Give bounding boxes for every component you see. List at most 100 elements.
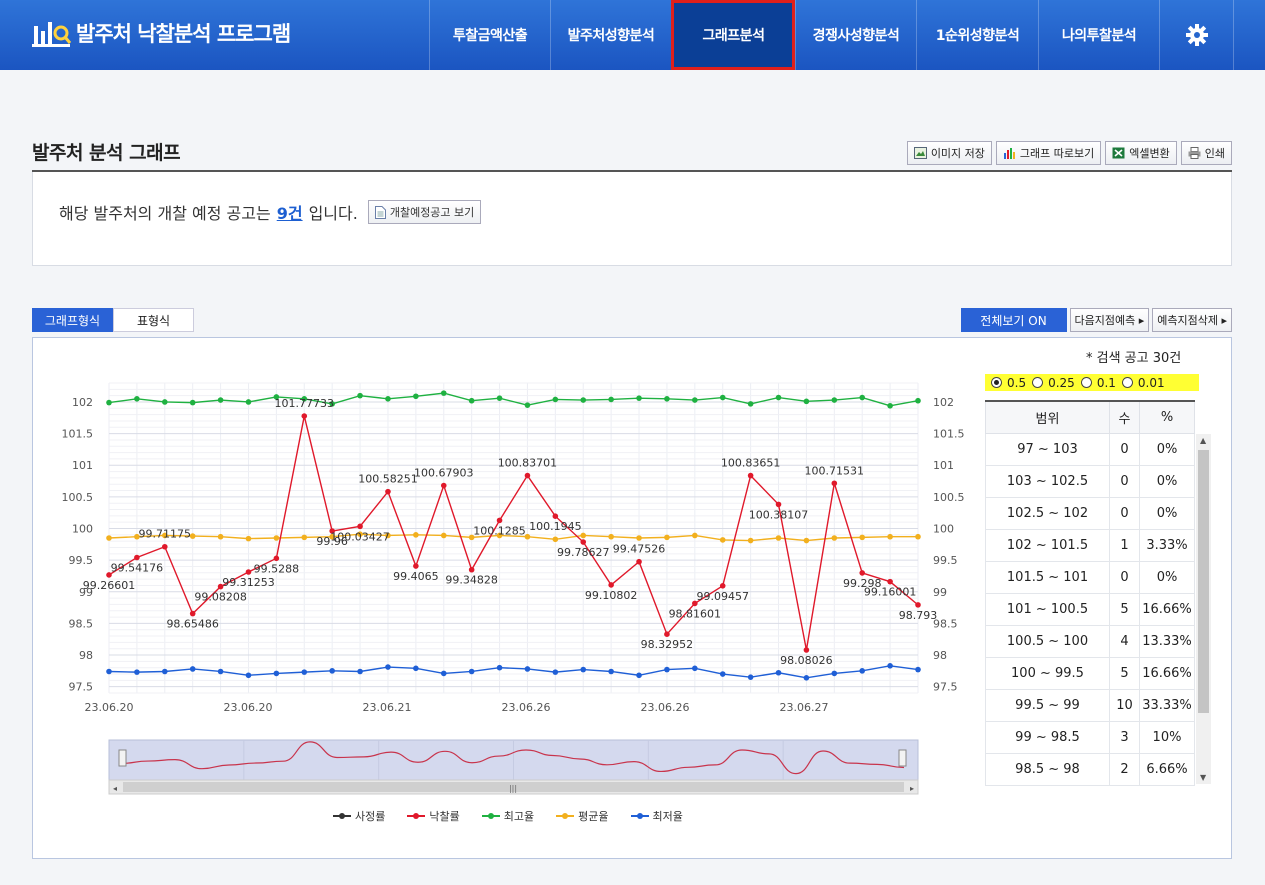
cell-count: 1	[1109, 528, 1140, 562]
nav-graph-analysis[interactable]: 그래프분석	[671, 0, 795, 70]
data-point	[747, 537, 754, 544]
data-label: 100.38107	[749, 508, 809, 521]
data-point	[719, 582, 726, 589]
delete-predict-button[interactable]: 예측지점삭제 ▸	[1152, 308, 1232, 332]
data-point	[189, 610, 196, 617]
y-tick-label-right: 101.5	[933, 428, 965, 441]
scroll-up-icon[interactable]: ▲	[1200, 436, 1207, 445]
legend-item-winning-rate[interactable]: 낙찰률	[407, 808, 460, 824]
cell-percent: 33.33%	[1139, 688, 1195, 722]
data-point	[161, 543, 168, 550]
data-point	[803, 647, 810, 653]
data-point	[775, 501, 782, 508]
legend-item-max-rate[interactable]: 최고율	[481, 808, 534, 824]
legend-marker	[630, 812, 649, 820]
y-tick-label-right: 97.5	[933, 681, 958, 694]
graph-popup-button[interactable]: 그래프 따로보기	[995, 141, 1102, 165]
series-line	[108, 392, 919, 407]
data-point	[106, 535, 112, 541]
y-tick-label-right: 99.5	[933, 554, 958, 567]
radio-icon	[1080, 377, 1092, 388]
cell-percent: 10%	[1139, 720, 1195, 754]
data-point	[134, 533, 140, 540]
notice-text: 해당 발주처의 개찰 예정 공고는 9건 입니다. 개찰예정공고 보기	[59, 200, 482, 224]
data-label: 99.4065	[393, 570, 439, 583]
notice-box: 해당 발주처의 개찰 예정 공고는 9건 입니다. 개찰예정공고 보기	[32, 172, 1232, 266]
chart-search-icon	[32, 16, 72, 50]
y-tick-label-left: 99	[79, 586, 93, 599]
data-point	[273, 535, 280, 541]
legend-item-assessment[interactable]: 사정률	[333, 808, 385, 824]
data-point	[775, 669, 782, 676]
next-predict-button[interactable]: 다음지점예측 ▸	[1069, 308, 1150, 332]
line-chart: 97.5 97.5 98 98 98.5 98.5 99 99 99.5 99.5 100 100 10…	[62, 382, 965, 795]
cell-count: 3	[1109, 720, 1140, 754]
data-point	[608, 582, 614, 588]
data-point	[301, 669, 308, 675]
data-point	[468, 397, 475, 404]
nav-first-rank-tendency[interactable]: 1순위성향분석	[916, 0, 1038, 70]
data-label: 99.34828	[445, 574, 498, 587]
data-label: 100.1285	[473, 524, 526, 537]
table-row: 99.5 ~ 99 10 33.33%	[985, 688, 1195, 722]
nav-bid-amount[interactable]: 투찰금액산출	[429, 0, 550, 70]
legend-item-avg-rate[interactable]: 평균율	[556, 808, 609, 824]
app-logo[interactable]: 발주처 낙찰분석 프로그램	[32, 16, 291, 50]
data-point	[887, 533, 893, 540]
step-radio-0.5[interactable]: 0.5	[991, 376, 1026, 390]
cell-range: 100 ~ 99.5	[985, 656, 1110, 690]
data-point	[552, 536, 559, 543]
data-point	[859, 570, 866, 576]
step-radio-0.25[interactable]: 0.25	[1032, 376, 1075, 390]
data-point	[357, 531, 363, 538]
table-scrollbar[interactable]: ▲ ▼	[1196, 434, 1211, 784]
tab-graph[interactable]: 그래프형식	[32, 308, 113, 332]
step-radio-0.1[interactable]: 0.1	[1080, 376, 1116, 390]
scroll-thumb[interactable]	[1198, 450, 1209, 713]
bar-chart-icon	[1003, 147, 1016, 159]
scroll-down-icon[interactable]: ▼	[1200, 773, 1207, 782]
data-label: 98.65486	[166, 618, 219, 631]
data-point	[134, 396, 140, 402]
data-point	[692, 397, 698, 403]
view-upcoming-notices-button[interactable]: 개찰예정공고 보기	[367, 200, 482, 224]
cell-range: 101.5 ~ 101	[985, 560, 1110, 594]
step-radio-0.01[interactable]: 0.01	[1121, 376, 1165, 390]
data-point	[608, 668, 614, 675]
top-navigation-bar: 발주처 낙찰분석 프로그램 투찰금액산출 발주처성향분석 그래프분석 경쟁사성향…	[0, 0, 1265, 70]
y-tick-label-right: 102	[933, 396, 954, 409]
cell-range: 99 ~ 98.5	[985, 720, 1110, 754]
data-point	[859, 534, 866, 541]
data-point	[692, 600, 698, 607]
data-label: 99.47526	[613, 543, 666, 556]
printer-icon	[1188, 147, 1201, 159]
settings-button[interactable]	[1159, 0, 1234, 70]
notice-count-link[interactable]: 9건	[276, 204, 303, 223]
table-row: 97 ~ 103 0 0%	[985, 432, 1195, 466]
legend-item-min-rate[interactable]: 최저율	[630, 808, 683, 824]
nav-orderer-tendency[interactable]: 발주처성향분석	[550, 0, 671, 70]
series-line	[108, 533, 918, 542]
data-point	[803, 675, 810, 681]
data-point	[580, 666, 587, 673]
data-point	[273, 555, 280, 562]
data-point	[636, 395, 642, 401]
header-range: 범위	[985, 400, 1110, 434]
nav-competitor-tendency[interactable]: 경쟁사성향분석	[795, 0, 916, 70]
nav-my-bid-analysis[interactable]: 나의투찰분석	[1038, 0, 1159, 70]
navigator-line	[120, 741, 905, 775]
data-label: 99.71175	[139, 528, 192, 541]
tab-table[interactable]: 표형식	[113, 308, 194, 332]
header-percent: %	[1139, 400, 1195, 434]
excel-export-button[interactable]: 엑셀변환	[1105, 141, 1177, 165]
data-point	[831, 535, 838, 541]
print-button[interactable]: 인쇄	[1180, 141, 1232, 165]
all-view-toggle[interactable]: 전체보기 ON	[960, 308, 1067, 332]
scroll-grip-icon: |||	[509, 784, 517, 793]
data-point	[915, 666, 921, 673]
y-tick-label-right: 100.5	[933, 491, 965, 504]
table-row: 103 ~ 102.5 0 0%	[985, 464, 1195, 498]
save-image-button[interactable]: 이미지 저장	[906, 141, 992, 165]
data-point	[161, 532, 168, 539]
cell-percent: 16.66%	[1139, 656, 1195, 690]
